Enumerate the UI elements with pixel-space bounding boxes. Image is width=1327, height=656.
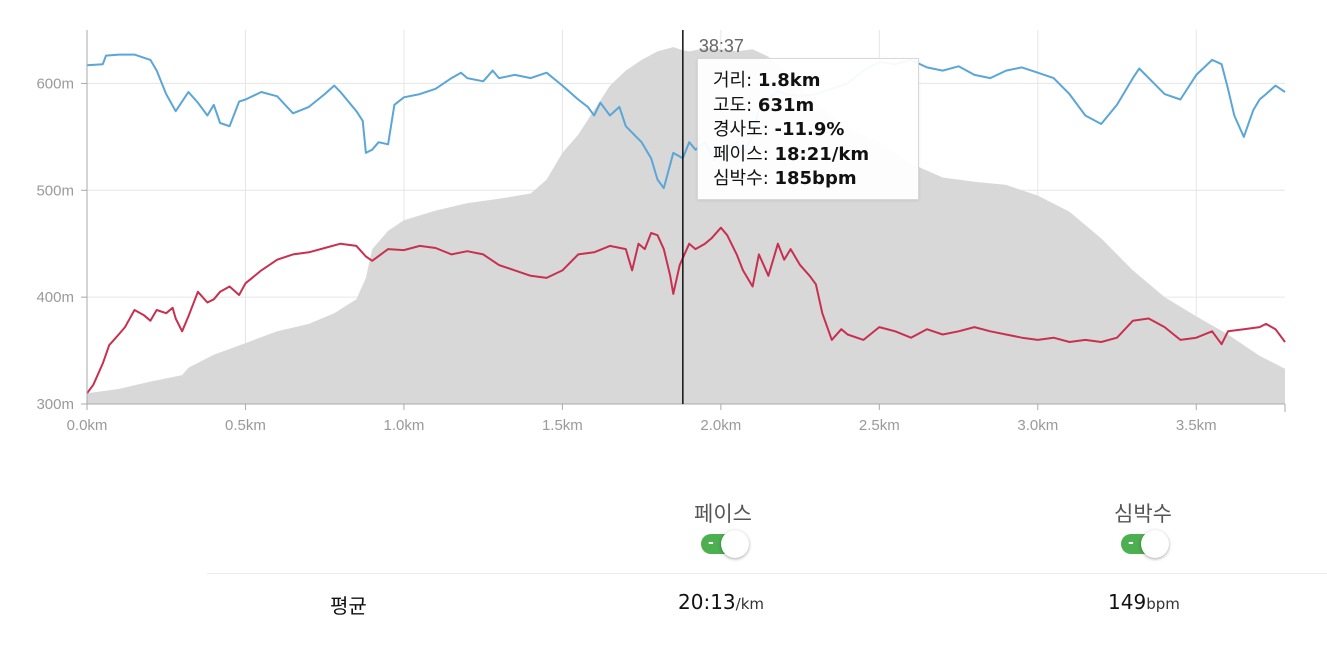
- summary-hr-unit: bpm: [1146, 595, 1180, 613]
- x-axis-labels: 0.0km 0.5km 1.0km 1.5km 2.0km 2.5km 3.0km 3.5km: [67, 417, 1217, 434]
- legend-pace-label: 페이스: [694, 502, 752, 526]
- pace-line: [86, 53, 1286, 190]
- tooltip-row-heart-rate: 심박수: 185bpm: [713, 168, 857, 189]
- pace-toggle[interactable]: -: [701, 530, 749, 558]
- y-tick-label: 400m: [36, 289, 74, 306]
- data-tooltip: 거리: 1.8km 고도: 631m 경사도: -11.9% 페이스: 18:2…: [697, 58, 919, 200]
- heart-rate-toggle-symbol: -: [1128, 535, 1134, 551]
- legend-heart-rate-label: 심박수: [1114, 502, 1172, 526]
- x-tick-label: 3.5km: [1176, 417, 1217, 434]
- heart-rate-toggle-knob[interactable]: [1141, 530, 1169, 558]
- y-axis-labels: 300m 400m 500m 600m: [36, 75, 74, 413]
- x-tick-label: 0.5km: [225, 417, 266, 434]
- summary-hr-value: 149: [1108, 590, 1147, 614]
- x-tick-label: 1.5km: [542, 417, 583, 434]
- elevation-area-path: [87, 47, 1285, 404]
- tooltip-row-grade: 경사도: -11.9%: [713, 119, 845, 140]
- legend-heart-rate: 심박수 -: [1083, 498, 1203, 558]
- elevation-pace-hr-chart[interactable]: 0.0km 0.5km 1.0km 1.5km 2.0km 2.5km 3.0km 3.5km…: [0, 0, 1327, 450]
- y-tick-label: 300m: [36, 396, 74, 413]
- heart-rate-toggle[interactable]: -: [1121, 530, 1169, 558]
- x-tick-label: 2.0km: [700, 417, 741, 434]
- summary-pace-unit: /km: [735, 595, 764, 613]
- tooltip-row-distance: 거리: 1.8km: [713, 70, 821, 91]
- summary-heart-rate: 149bpm: [1108, 590, 1180, 614]
- y-tick-label: 500m: [36, 182, 74, 199]
- summary-pace: 20:13/km: [678, 590, 764, 614]
- cursor-time-label: 38:37: [699, 36, 744, 56]
- x-tick-label: 0.0km: [67, 417, 108, 434]
- chart-axes: [81, 30, 1286, 412]
- summary-pace-value: 20:13: [678, 590, 736, 614]
- series-lines: [86, 53, 1286, 394]
- summary-label: 평균: [330, 594, 367, 618]
- tooltip-row-pace: 페이스: 18:21/km: [713, 143, 870, 165]
- elevation-area: [87, 47, 1285, 404]
- tooltip-row-elevation: 고도: 631m: [713, 94, 815, 116]
- cursor: 38:37: [682, 30, 744, 404]
- heart-rate-line: [86, 226, 1286, 394]
- x-tick-label: 1.0km: [384, 417, 425, 434]
- y-tick-label: 600m: [36, 75, 74, 92]
- pace-toggle-knob[interactable]: [721, 530, 749, 558]
- x-tick-label: 2.5km: [859, 417, 900, 434]
- x-tick-label: 3.0km: [1017, 417, 1058, 434]
- summary-divider: [207, 573, 1327, 574]
- legend-pace: 페이스 -: [663, 498, 783, 558]
- pace-toggle-symbol: -: [708, 535, 714, 551]
